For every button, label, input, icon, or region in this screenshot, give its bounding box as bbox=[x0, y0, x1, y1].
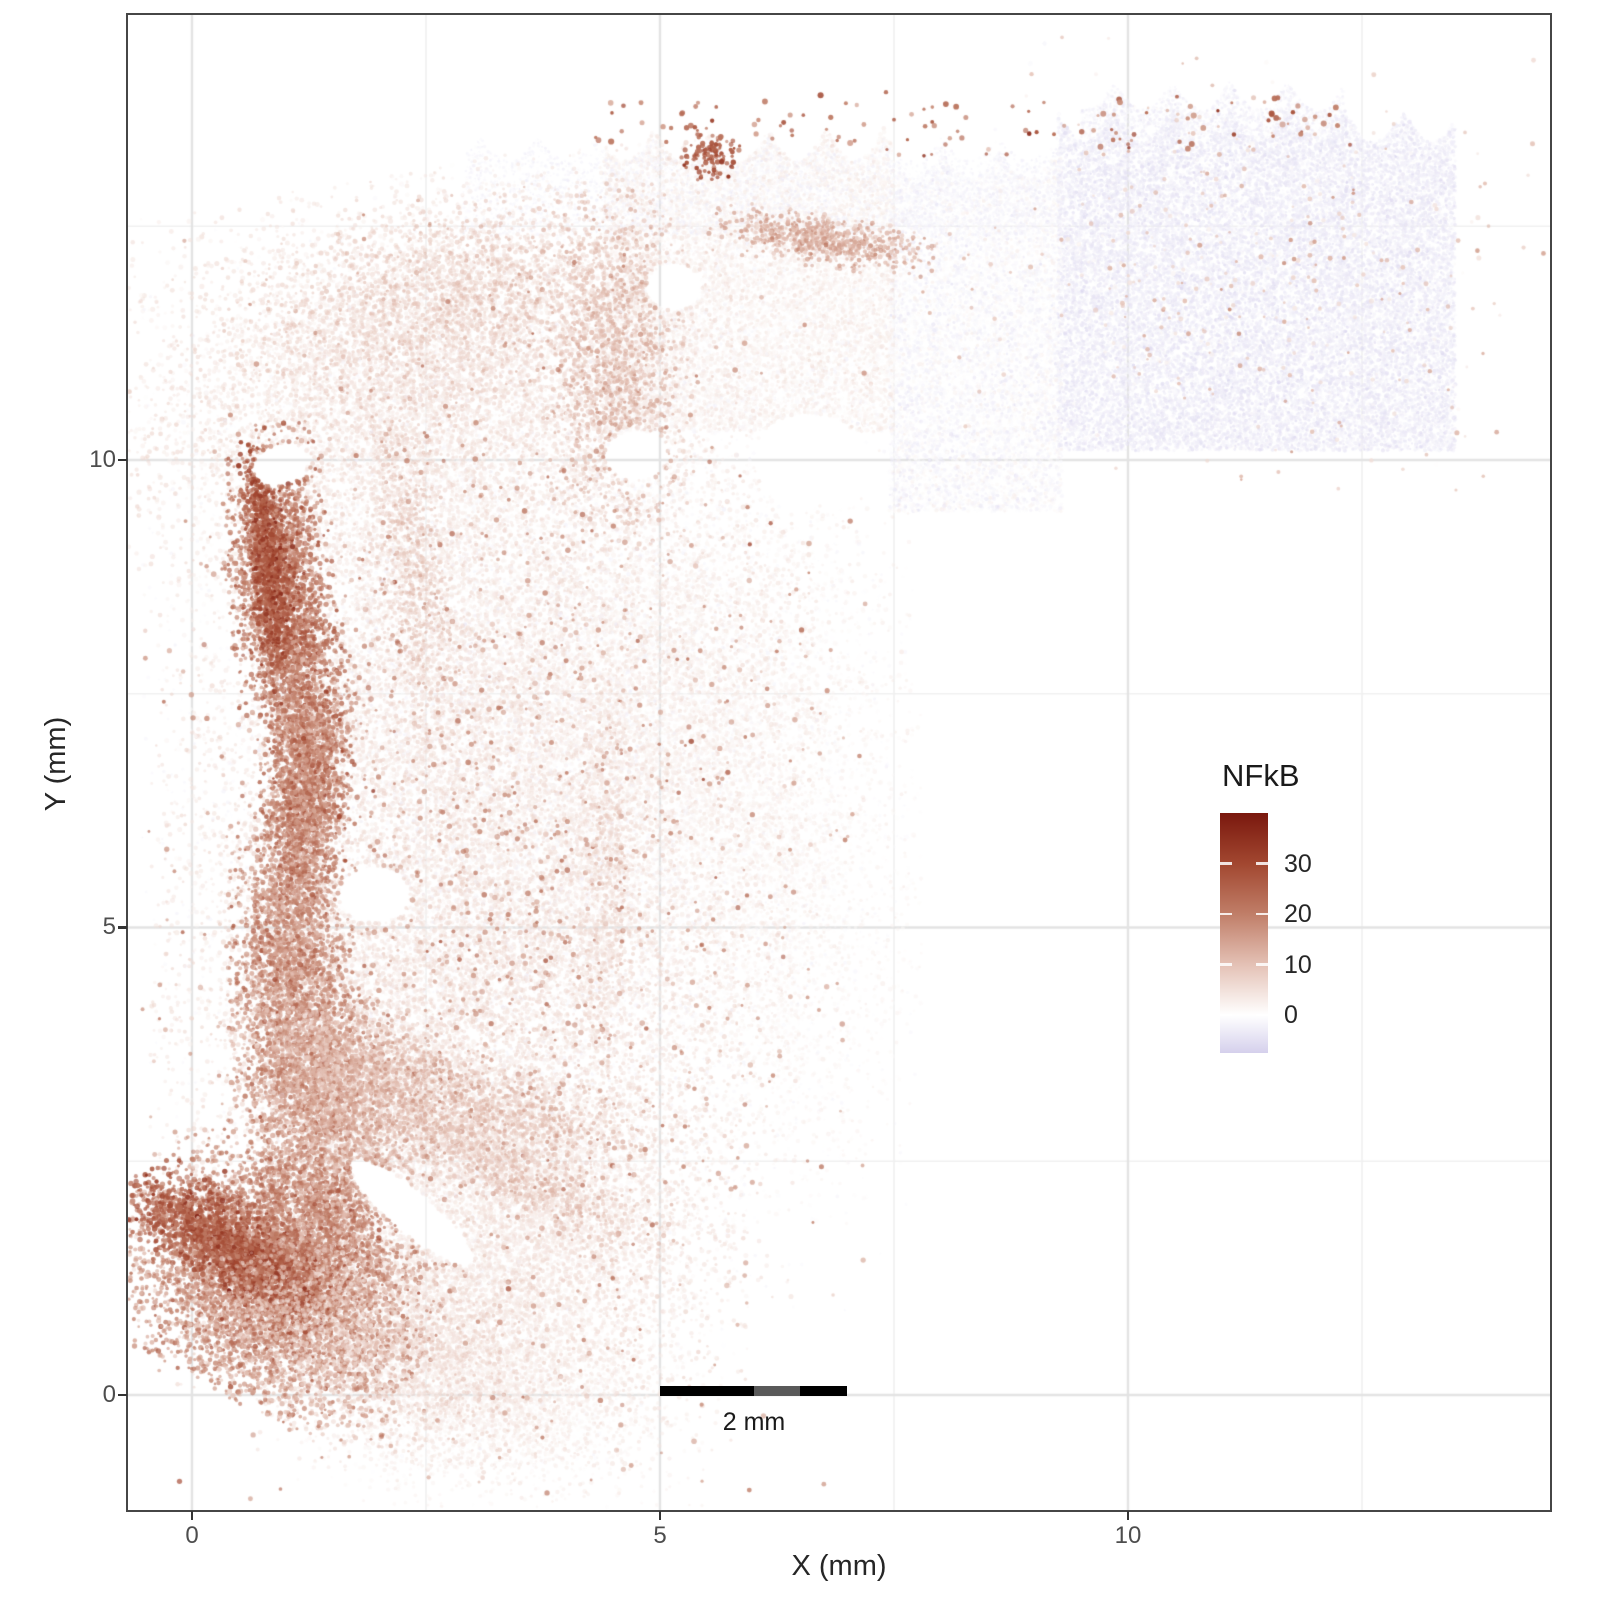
scale-bar-segment bbox=[800, 1386, 848, 1396]
y-tick-mark bbox=[118, 1393, 127, 1397]
scale-bar-label: 2 mm bbox=[722, 1408, 786, 1436]
scale-bar-segment bbox=[753, 1386, 801, 1396]
x-tick-mark bbox=[190, 1511, 194, 1520]
legend-tick-mark bbox=[1256, 963, 1268, 966]
plot-panel bbox=[128, 15, 1550, 1510]
legend-tick-mark bbox=[1220, 862, 1232, 865]
scale-bar bbox=[660, 1386, 848, 1396]
x-tick-mark bbox=[658, 1511, 662, 1520]
x-tick-label: 0 bbox=[185, 1522, 199, 1549]
x-tick-label: 5 bbox=[653, 1522, 667, 1549]
scale-bar-segment bbox=[660, 1386, 754, 1396]
spatial-scatter-canvas bbox=[128, 15, 1550, 1510]
y-tick-label: 0 bbox=[102, 1381, 116, 1408]
y-tick-mark bbox=[118, 926, 127, 929]
legend-tick-mark bbox=[1220, 1013, 1232, 1017]
legend-colorbar bbox=[1220, 813, 1268, 1053]
legend-tick-mark bbox=[1256, 1013, 1268, 1017]
legend-tick-mark bbox=[1220, 963, 1232, 966]
x-axis-title: X (mm) bbox=[791, 1550, 887, 1582]
legend-tick-mark bbox=[1220, 912, 1232, 916]
legend-tick-label: 30 bbox=[1284, 849, 1312, 878]
legend: NFkB 30 20 10 0 bbox=[1200, 758, 1370, 1078]
x-tick-label: 10 bbox=[1114, 1522, 1142, 1549]
y-tick-mark bbox=[118, 458, 127, 462]
legend-tick-mark bbox=[1256, 912, 1268, 916]
y-tick-label: 5 bbox=[102, 913, 116, 940]
legend-tick-label: 0 bbox=[1284, 1001, 1298, 1030]
legend-tick-mark bbox=[1256, 862, 1268, 865]
legend-tick-label: 20 bbox=[1284, 900, 1312, 929]
legend-title: NFkB bbox=[1222, 758, 1300, 793]
y-axis-title: Y (mm) bbox=[40, 716, 72, 812]
legend-tick-label: 10 bbox=[1284, 950, 1312, 979]
y-tick-label: 10 bbox=[89, 446, 116, 473]
x-tick-mark bbox=[1126, 1511, 1130, 1520]
